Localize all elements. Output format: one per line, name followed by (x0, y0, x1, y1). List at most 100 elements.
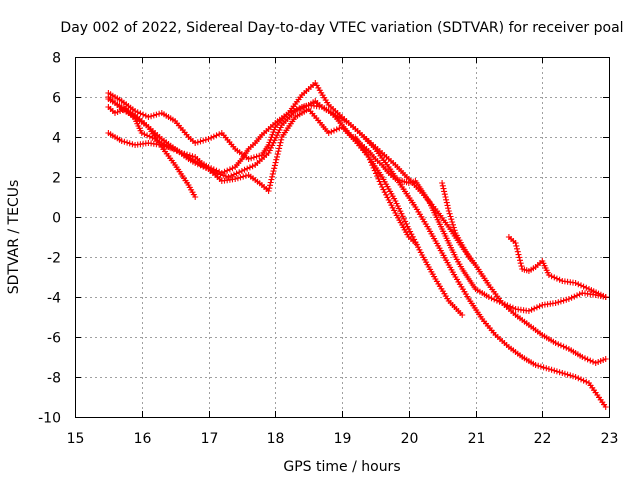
data-point (441, 191, 448, 198)
y-tick-label: 0 (52, 211, 61, 227)
series-track-6 (352, 134, 419, 246)
data-point (232, 176, 239, 182)
data-point (256, 152, 263, 159)
data-point (217, 171, 224, 178)
data-point (220, 172, 227, 179)
data-point (267, 179, 274, 186)
data-point (236, 169, 243, 176)
data-point (225, 174, 232, 180)
data-point (228, 172, 235, 179)
data-point (237, 174, 244, 181)
data-point (440, 185, 447, 192)
data-point (373, 170, 379, 177)
data-point (269, 170, 276, 177)
data-point (377, 181, 384, 188)
data-point (485, 294, 492, 300)
data-point (449, 219, 456, 225)
data-point (197, 138, 204, 145)
data-point (112, 110, 118, 116)
data-point (451, 227, 458, 234)
data-point (249, 163, 256, 170)
data-point (368, 159, 375, 166)
data-point (276, 145, 283, 152)
x-tick-label: 18 (267, 431, 285, 447)
x-axis-label: GPS time / hours (283, 459, 400, 475)
data-point (590, 358, 596, 365)
data-point (371, 167, 378, 174)
x-tick-label: 16 (134, 431, 152, 447)
data-point (518, 263, 525, 270)
data-point (213, 132, 220, 139)
data-point (447, 213, 454, 220)
data-point (208, 134, 215, 141)
x-tick-label: 21 (468, 431, 486, 447)
data-point (381, 189, 388, 196)
data-point (551, 367, 558, 374)
data-point (571, 293, 578, 300)
data-point (517, 260, 524, 267)
y-tick-labels: 8 6 4 2 0 -2 -4 -6 -8 -10 (38, 51, 61, 427)
data-point (221, 168, 228, 175)
data-point (278, 136, 285, 143)
data-point (525, 308, 532, 314)
data-point (556, 276, 563, 283)
data-point (292, 108, 299, 114)
data-point (509, 304, 516, 311)
data-point (331, 127, 337, 134)
data-point (141, 131, 148, 138)
data-point (536, 303, 543, 310)
data-point (194, 161, 201, 168)
data-point (388, 202, 395, 209)
data-point (602, 404, 609, 410)
data-point (582, 355, 588, 362)
data-point (565, 296, 572, 302)
data-point (200, 163, 207, 170)
data-point (552, 340, 559, 346)
data-point (384, 194, 391, 201)
data-point (250, 154, 257, 161)
data-point (446, 210, 453, 217)
data-point (583, 378, 590, 385)
y-tick-label: -2 (47, 251, 61, 267)
data-point (587, 357, 594, 364)
data-point (393, 200, 400, 207)
data-point (328, 128, 335, 135)
data-point (273, 156, 280, 163)
data-point (202, 136, 209, 143)
y-tick-label: 2 (52, 171, 61, 187)
data-point (602, 356, 609, 362)
data-series (105, 80, 609, 410)
x-tick-label: 17 (201, 431, 219, 447)
data-point (568, 294, 575, 301)
data-point (374, 173, 381, 180)
data-point (138, 130, 145, 136)
data-point (444, 202, 451, 209)
data-point (528, 306, 535, 313)
data-point (572, 280, 579, 286)
data-point (567, 372, 574, 379)
data-point (403, 220, 410, 227)
data-point (271, 126, 278, 133)
data-point (200, 137, 207, 144)
data-point (268, 176, 275, 183)
data-point (118, 138, 125, 144)
data-point (559, 370, 566, 376)
data-point (370, 164, 377, 171)
data-point (557, 342, 564, 349)
y-axis-label: SDTVAR / TECUs (6, 180, 22, 295)
y-tick-label: -6 (47, 331, 61, 347)
series-track-5 (105, 94, 199, 200)
data-point (555, 341, 562, 348)
data-point (253, 153, 260, 160)
data-point (242, 172, 249, 179)
data-point (552, 300, 559, 306)
data-point (269, 173, 276, 180)
data-point (229, 165, 236, 172)
data-point (271, 137, 278, 144)
data-point (137, 110, 144, 117)
data-point (140, 111, 147, 118)
data-point (238, 168, 245, 174)
data-point (146, 133, 153, 140)
data-point (398, 210, 405, 217)
